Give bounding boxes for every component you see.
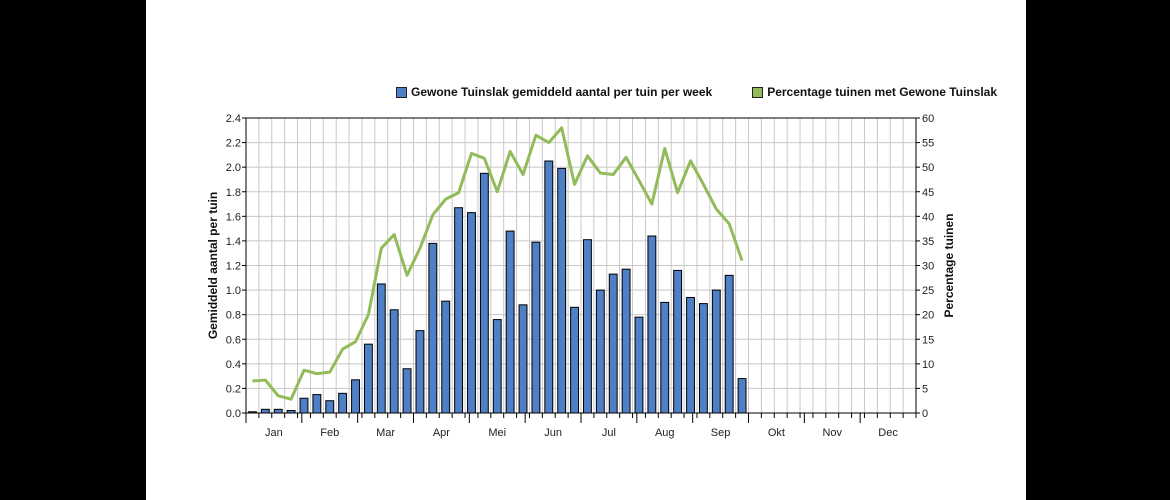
bar: [660, 301, 670, 414]
y-tick-label-right: 50: [922, 162, 934, 174]
y-tick-label-right: 5: [922, 383, 928, 395]
legend-swatch-bars: [396, 86, 407, 98]
y-tick-label-left: 1.0: [226, 285, 241, 297]
legend-label-bars: Gewone Tuinslak gemiddeld aantal per tui…: [411, 85, 713, 99]
y-tick-label-right: 45: [922, 187, 934, 199]
legend-swatch-line: [752, 86, 764, 98]
month-label: Jul: [602, 427, 616, 439]
bar: [621, 268, 631, 414]
bar: [673, 269, 683, 414]
y-tick-label-right: 55: [922, 138, 934, 150]
bar: [428, 242, 438, 414]
bar: [376, 283, 386, 414]
bar: [557, 167, 567, 414]
bar: [698, 303, 708, 414]
y-axis-label-left: Gemiddeld aantal per tuin: [206, 192, 220, 339]
y-tick-label-right: 60: [922, 113, 934, 125]
month-label: Nov: [822, 427, 842, 439]
bar: [634, 316, 644, 414]
month-label: Dec: [878, 427, 898, 439]
bar: [531, 241, 541, 414]
legend-label-line: Percentage tuinen met Gewone Tuinslak: [767, 85, 998, 99]
y-tick-label-right: 35: [922, 236, 934, 248]
y-tick-label-right: 25: [922, 285, 934, 297]
y-tick-label-left: 0.8: [226, 310, 241, 322]
bar: [325, 400, 335, 414]
bar: [595, 289, 605, 414]
y-tick-label-left: 1.6: [226, 211, 241, 223]
bar: [338, 392, 348, 414]
legend-item-bars[interactable]: Gewone Tuinslak gemiddeld aantal per tui…: [396, 85, 712, 99]
y-tick-label-right: 10: [922, 359, 934, 371]
y-tick-label-right: 15: [922, 334, 934, 346]
month-label: Apr: [433, 427, 450, 439]
legend-item-line[interactable]: Percentage tuinen met Gewone Tuinslak: [752, 85, 997, 99]
bar: [737, 378, 747, 414]
y-tick-label-right: 0: [922, 408, 928, 420]
y-tick-label-left: 0.0: [226, 408, 241, 420]
y-tick-label-left: 2.4: [226, 113, 241, 125]
y-tick-label-left: 2.2: [226, 138, 241, 150]
month-label: Aug: [655, 427, 675, 439]
y-tick-label-right: 40: [922, 211, 934, 223]
bar: [441, 300, 451, 414]
y-tick-label-left: 0.6: [226, 334, 241, 346]
bar: [711, 289, 721, 414]
bar: [312, 394, 322, 414]
bar: [686, 296, 695, 414]
bar: [544, 160, 554, 414]
y-tick-label-right: 30: [922, 261, 934, 273]
y-tick-label-left: 0.2: [226, 383, 241, 395]
bar: [724, 274, 734, 414]
bar: [454, 207, 464, 414]
bar: [299, 397, 309, 414]
y-tick-label-left: 0.4: [226, 359, 241, 371]
month-label: Mei: [488, 427, 506, 439]
y-axis-label-right: Percentage tuinen: [942, 213, 956, 317]
bar: [389, 309, 399, 414]
bar: [647, 235, 657, 414]
y-tick-label-left: 2.0: [226, 162, 241, 174]
y-tick-label-right: 20: [922, 310, 934, 322]
month-label: Jan: [265, 427, 283, 439]
bar: [608, 273, 618, 414]
bar: [570, 306, 579, 414]
month-label: Jun: [544, 427, 562, 439]
bar: [492, 319, 502, 414]
month-label: Feb: [320, 427, 339, 439]
legend: Gewone Tuinslak gemiddeld aantal per tui…: [396, 85, 997, 99]
bar: [518, 304, 528, 414]
y-tick-label-left: 1.8: [226, 187, 241, 199]
bar: [351, 379, 360, 414]
bar: [479, 172, 489, 414]
bar: [467, 212, 476, 414]
bar: [583, 239, 592, 414]
bar: [273, 408, 283, 414]
y-tick-label-left: 1.2: [226, 261, 241, 273]
y-tick-label-left: 1.4: [226, 236, 241, 248]
bar: [415, 330, 425, 414]
bar: [402, 368, 412, 414]
month-label: Okt: [768, 427, 785, 439]
month-label: Mar: [376, 427, 395, 439]
bar: [260, 408, 270, 414]
month-label: Sep: [711, 427, 731, 439]
bar: [363, 343, 373, 414]
bar: [505, 230, 515, 414]
